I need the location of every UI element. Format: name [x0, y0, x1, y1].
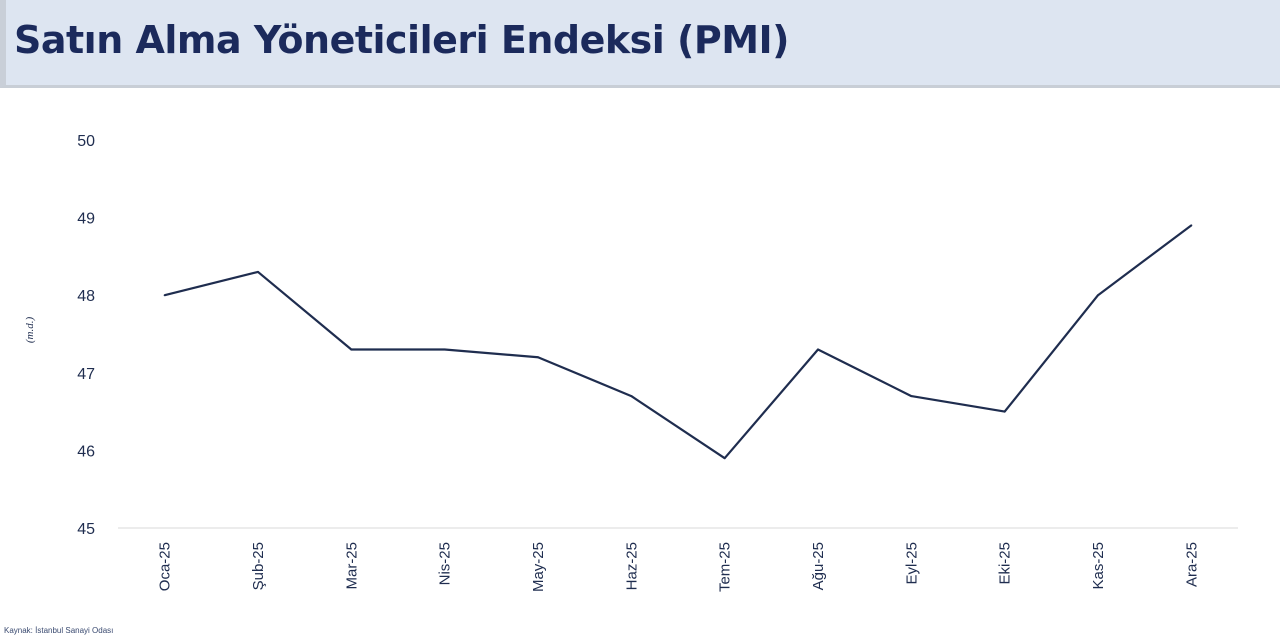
data-point	[1190, 224, 1193, 227]
x-tick-label: Ara-25	[1183, 542, 1200, 587]
x-tick-label: Eki-25	[997, 542, 1014, 585]
y-tick-label: 50	[77, 133, 95, 150]
y-tick-label: 48	[77, 288, 95, 305]
data-point	[817, 348, 819, 351]
x-tick-label: Oca-25	[157, 542, 174, 591]
x-tick-label: Ağu-25	[810, 542, 827, 590]
data-point	[350, 348, 353, 351]
data-point	[257, 270, 259, 273]
data-point	[537, 356, 539, 359]
source-note: Kaynak: İstanbul Sanayi Odası	[4, 626, 114, 635]
x-tick-label: Şub-25	[250, 542, 267, 590]
data-point	[1097, 294, 1099, 297]
x-tick-label: Mar-25	[343, 542, 360, 590]
page-title: Satın Alma Yöneticileri Endeksi (PMI)	[14, 18, 790, 62]
data-point	[910, 395, 913, 398]
x-tick-label: Tem-25	[717, 542, 734, 592]
x-tick-label: Nis-25	[437, 542, 454, 585]
data-point	[163, 294, 166, 297]
data-point	[630, 395, 633, 398]
data-point	[443, 348, 446, 351]
y-tick-label: 46	[77, 443, 95, 460]
pmi-series-line	[164, 224, 1192, 460]
y-axis-label: (m.d.)	[24, 317, 36, 344]
y-tick-label: 49	[77, 211, 95, 228]
x-tick-label: Haz-25	[623, 542, 640, 590]
header-banner: Satın Alma Yöneticileri Endeksi (PMI)	[0, 0, 1280, 88]
x-tick-label: May-25	[530, 542, 547, 592]
y-tick-label: 45	[77, 521, 95, 538]
x-tick-label: Eyl-25	[903, 542, 920, 585]
x-tick-label: Kas-25	[1090, 542, 1107, 590]
data-point	[723, 457, 726, 460]
y-tick-label: 47	[77, 366, 95, 383]
data-point	[1003, 410, 1006, 413]
